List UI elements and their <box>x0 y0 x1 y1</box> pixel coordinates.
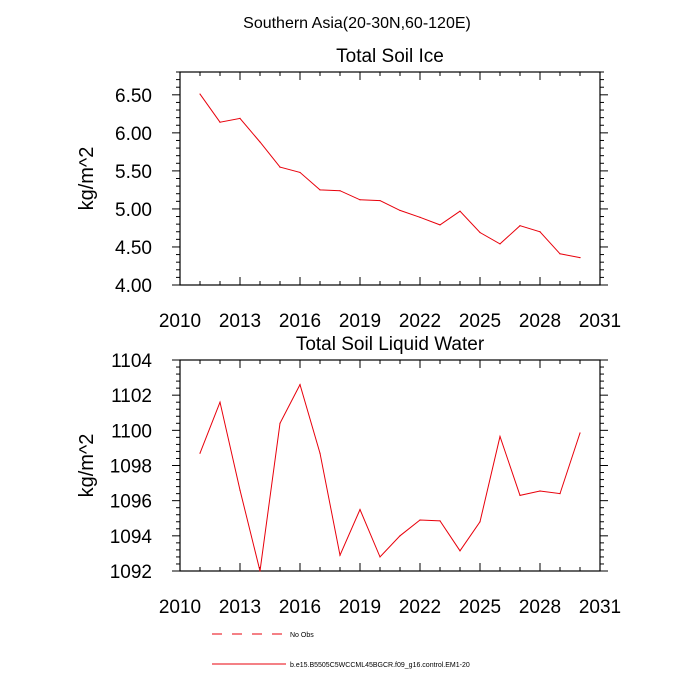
data-point <box>239 489 241 491</box>
series-line-1 <box>199 383 581 572</box>
y-tick-label: 1100 <box>111 421 152 442</box>
x-tick-label: 2010 <box>159 311 201 332</box>
y-tick-label: 1104 <box>111 351 152 372</box>
data-point <box>339 190 341 192</box>
data-point <box>299 171 301 174</box>
x-tick-label: 2022 <box>399 311 441 332</box>
data-point <box>379 199 381 202</box>
y-tick-label: 4.50 <box>115 238 152 259</box>
plot-frame <box>179 359 601 572</box>
y-tick-label: 1094 <box>110 527 153 548</box>
data-point <box>279 166 281 168</box>
data-point <box>479 521 481 523</box>
data-point <box>499 435 501 438</box>
data-point <box>579 432 581 434</box>
data-point <box>519 225 521 227</box>
data-point <box>199 93 201 95</box>
x-tick-label: 2016 <box>279 597 321 618</box>
data-point <box>339 554 341 556</box>
data-point <box>279 422 281 424</box>
data-point <box>379 556 381 558</box>
legend-label-2: b.e15.B5505C5WCCML45BGCR.f09_g16.control… <box>290 662 470 669</box>
data-point <box>459 210 461 212</box>
data-point <box>199 452 201 454</box>
data-point <box>399 535 401 537</box>
data-point <box>439 520 441 522</box>
y-axis-label: kg/m^2 <box>76 434 98 498</box>
plot-frame <box>179 71 601 286</box>
chart-panel-1: Total Soil Ice kg/m^2 2010 2013 2016 2019 2022… <box>76 46 621 332</box>
data-point <box>419 216 421 218</box>
x-tick-label: 2016 <box>279 311 321 332</box>
x-tick-label: 2022 <box>399 597 441 618</box>
chart-panels: Total Soil Ice kg/m^2 2010 2013 2016 2019 2022… <box>76 46 621 618</box>
data-point <box>539 231 541 233</box>
y-tick-label: 5.00 <box>115 200 152 221</box>
data-point <box>239 117 241 120</box>
data-point <box>319 452 321 454</box>
data-point <box>219 121 221 123</box>
data-point <box>459 550 461 552</box>
y-tick-label: 1098 <box>110 457 152 478</box>
y-axis-label: kg/m^2 <box>76 147 98 211</box>
y-tick-label: 4.00 <box>115 276 152 297</box>
x-tick-label: 2013 <box>219 597 261 618</box>
data-point <box>539 490 541 492</box>
data-point <box>419 519 421 521</box>
data-point <box>219 401 221 403</box>
x-tick-label: 2028 <box>519 597 561 618</box>
y-tick-label: 1102 <box>111 386 152 407</box>
x-tick-label: 2028 <box>519 311 561 332</box>
x-tick-label: 2019 <box>339 597 381 618</box>
y-tick-label: 1092 <box>110 562 152 583</box>
data-point <box>579 257 581 259</box>
x-tick-label: 2013 <box>219 311 261 332</box>
chart-title: Total Soil Liquid Water <box>296 334 485 355</box>
data-point <box>319 189 321 191</box>
data-point <box>259 570 261 572</box>
series-line-1 <box>199 93 581 259</box>
x-tick-label: 2031 <box>579 597 621 618</box>
chart-title: Total Soil Ice <box>336 46 444 67</box>
y-tick-label: 5.50 <box>115 162 152 183</box>
data-point <box>559 253 561 255</box>
data-point <box>299 384 301 386</box>
chart-panel-2: Total Soil Liquid Water kg/m^2 2010 2013 201… <box>76 334 621 618</box>
data-point <box>259 141 261 143</box>
data-point <box>499 243 501 245</box>
figure-suptitle: Southern Asia(20-30N,60-120E) <box>243 15 471 32</box>
data-point <box>479 231 481 234</box>
legend: No Obs b.e15.B5505C5WCCML45BGCR.f09_g16.c… <box>212 632 470 669</box>
data-point <box>359 508 361 511</box>
y-tick-label: 1096 <box>110 492 152 513</box>
data-point <box>359 199 361 201</box>
data-point <box>439 224 441 226</box>
data-point <box>399 209 401 212</box>
x-tick-label: 2025 <box>459 311 501 332</box>
y-tick-label: 6.00 <box>115 124 152 145</box>
x-tick-label: 2019 <box>339 311 381 332</box>
data-point <box>559 493 561 495</box>
legend-label-1: No Obs <box>290 632 314 639</box>
x-tick-label: 2010 <box>159 597 201 618</box>
data-point <box>519 494 521 496</box>
x-tick-label: 2025 <box>459 597 501 618</box>
y-tick-label: 6.50 <box>115 86 152 107</box>
x-tick-label: 2031 <box>579 311 621 332</box>
